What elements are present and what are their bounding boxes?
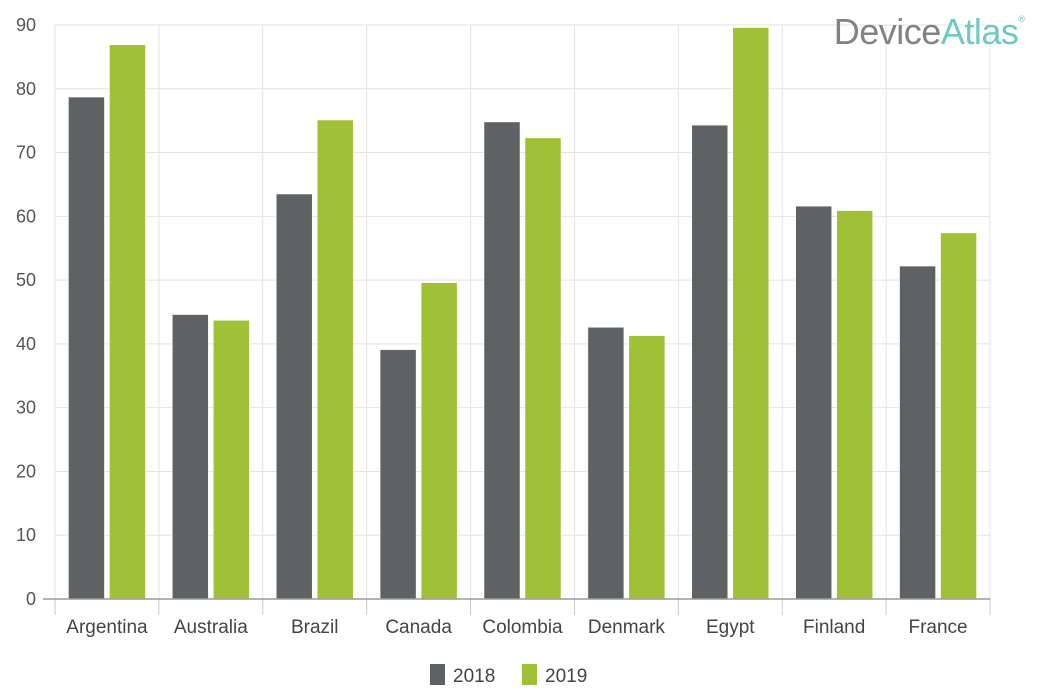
brand-registered-mark: ®	[1018, 14, 1025, 24]
y-tick-label: 0	[26, 589, 36, 609]
brand-logo-part1: Device	[834, 11, 941, 52]
bar-2018-france	[899, 265, 936, 600]
y-tick-label: 60	[16, 206, 36, 226]
x-tick-label: Finland	[803, 617, 865, 638]
axes: 0 10 20 30 40 50 60 70 80 90 Argentina Australia Bra…	[16, 15, 991, 638]
legend: 2018 2019	[430, 664, 587, 687]
bar-2019-argentina	[109, 44, 146, 600]
x-tick-label: Canada	[385, 617, 452, 638]
legend-swatch-2018	[430, 664, 445, 685]
legend-label-2018: 2018	[453, 666, 495, 687]
bar-2019-canada	[420, 282, 458, 600]
x-tick-label: Australia	[174, 617, 248, 638]
bar-2019-brazil	[316, 119, 354, 600]
bar-2019-france	[940, 232, 977, 600]
bar-2019-finland	[836, 210, 873, 600]
bar-2019-egypt	[732, 27, 770, 600]
bar-2019-colombia	[524, 137, 562, 600]
x-tick-label: Egypt	[706, 617, 755, 638]
bar-2018-colombia	[483, 121, 521, 600]
y-tick-label: 80	[16, 79, 36, 99]
y-tick-label: 90	[16, 15, 36, 35]
bar-2018-australia	[172, 314, 209, 600]
bar-2018-denmark	[587, 327, 625, 600]
bar-2018-brazil	[275, 193, 313, 600]
bar-2018-canada	[379, 349, 417, 600]
bars	[68, 27, 977, 600]
bar-2018-argentina	[68, 96, 105, 600]
bar-2019-denmark	[628, 335, 666, 600]
x-tick-label: Colombia	[482, 617, 563, 638]
y-tick-label: 40	[16, 334, 36, 354]
y-tick-label: 20	[16, 461, 36, 481]
bar-2018-finland	[795, 205, 832, 600]
y-tick-label: 50	[16, 270, 36, 290]
legend-label-2019: 2019	[545, 666, 587, 687]
y-tick-label: 10	[16, 525, 36, 545]
x-tick-label: Denmark	[588, 617, 666, 638]
x-tick-label: Argentina	[66, 617, 148, 638]
bar-2019-australia	[213, 320, 250, 600]
y-tick-label: 30	[16, 398, 36, 418]
x-tick-label: France	[908, 617, 967, 638]
brand-logo: DeviceAtlas®	[834, 11, 1026, 52]
bar-2018-egypt	[691, 124, 729, 600]
x-tick-label: Brazil	[291, 617, 339, 638]
brand-logo-part2: Atlas	[941, 11, 1019, 52]
y-tick-label: 70	[16, 143, 36, 163]
legend-swatch-2019	[522, 664, 537, 685]
grid-lines	[54, 24, 991, 599]
